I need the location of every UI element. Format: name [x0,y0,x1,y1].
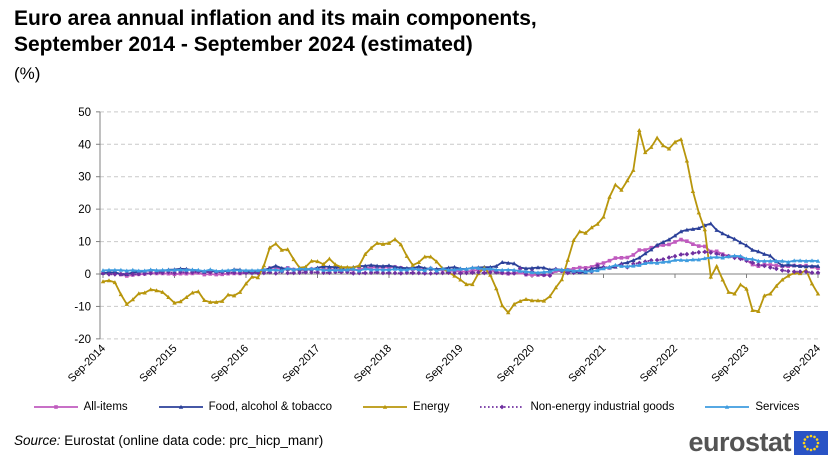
legend-key-energy-icon [363,404,408,409]
eu-flag-icon [794,430,828,455]
legend-label-all-items: All-items [83,401,128,413]
y-tick-label: 0 [85,269,91,281]
legend-item-energy: Energy [362,401,449,413]
legend-item-services: Services [704,401,799,413]
x-tick-label: Sep-2016 [209,342,251,384]
legend-label-services: Services [755,401,800,413]
legend-key-food-alcohol-tobacco-icon [158,404,203,409]
y-tick-label: 50 [78,107,91,119]
legend-key-non-energy-industrial-goods-icon [480,404,525,410]
source-note: Source: Eurostat (online data code: prc_… [14,433,323,448]
y-tick-label: 30 [78,172,91,184]
chart-legend: All-items Food, alcohol & tobacco Energy No… [0,401,832,413]
source-label: Source: [14,433,61,448]
legend-item-non-energy-industrial-goods: Non-energy industrial goods [479,401,674,413]
x-tick-label: Sep-2017 [280,342,322,384]
page-title: Euro area annual inflation and its main … [14,6,537,58]
title-line-1: Euro area annual inflation and its main … [14,7,537,30]
series-markers-energy [100,128,821,315]
x-tick-label: Sep-2024 [781,342,823,384]
x-tick-label: Sep-2021 [566,342,608,384]
series-energy [100,128,821,315]
source-text: Eurostat (online data code: prc_hicp_man… [64,433,324,448]
y-tick-label: -20 [74,334,91,346]
x-tick-label: Sep-2014 [66,342,108,384]
legend-label-non-energy-industrial-goods: Non-energy industrial goods [530,401,675,413]
x-axis-labels: Sep-2014 Sep-2015 Sep-2016 Sep-2017 Sep-2018… [66,342,823,384]
x-tick-label: Sep-2019 [423,342,465,384]
y-tick-label: 40 [78,139,91,151]
legend-label-energy: Energy [413,401,450,413]
legend-label-food-alcohol-tobacco: Food, alcohol & tobacco [208,401,333,413]
series-services [100,253,821,275]
legend-item-all-items: All-items [33,401,128,413]
chart-unit-label: (%) [14,64,41,83]
y-axis-labels: -20 -10 0 10 20 30 40 50 [74,107,91,346]
series-markers-services [100,253,821,275]
series-line-energy [102,130,819,315]
gridlines [100,111,820,340]
legend-item-food-alcohol-tobacco: Food, alcohol & tobacco [158,401,332,413]
y-tick-label: 10 [78,237,91,249]
y-tick-label: 20 [78,204,91,216]
eurostat-logo: eurostat [688,427,828,458]
title-line-2: September 2014 - September 2024 (estimat… [14,33,473,56]
x-tick-label: Sep-2015 [137,342,179,384]
legend-key-services-icon [705,404,750,409]
legend-key-all-items-icon [33,405,78,409]
x-tick-label: Sep-2022 [638,342,680,384]
eurostat-logo-text: eurostat [688,427,791,457]
x-tick-label: Sep-2020 [495,342,537,384]
x-tick-label: Sep-2018 [352,342,394,384]
y-tick-label: -10 [74,301,91,313]
x-tick-label: Sep-2023 [709,342,751,384]
